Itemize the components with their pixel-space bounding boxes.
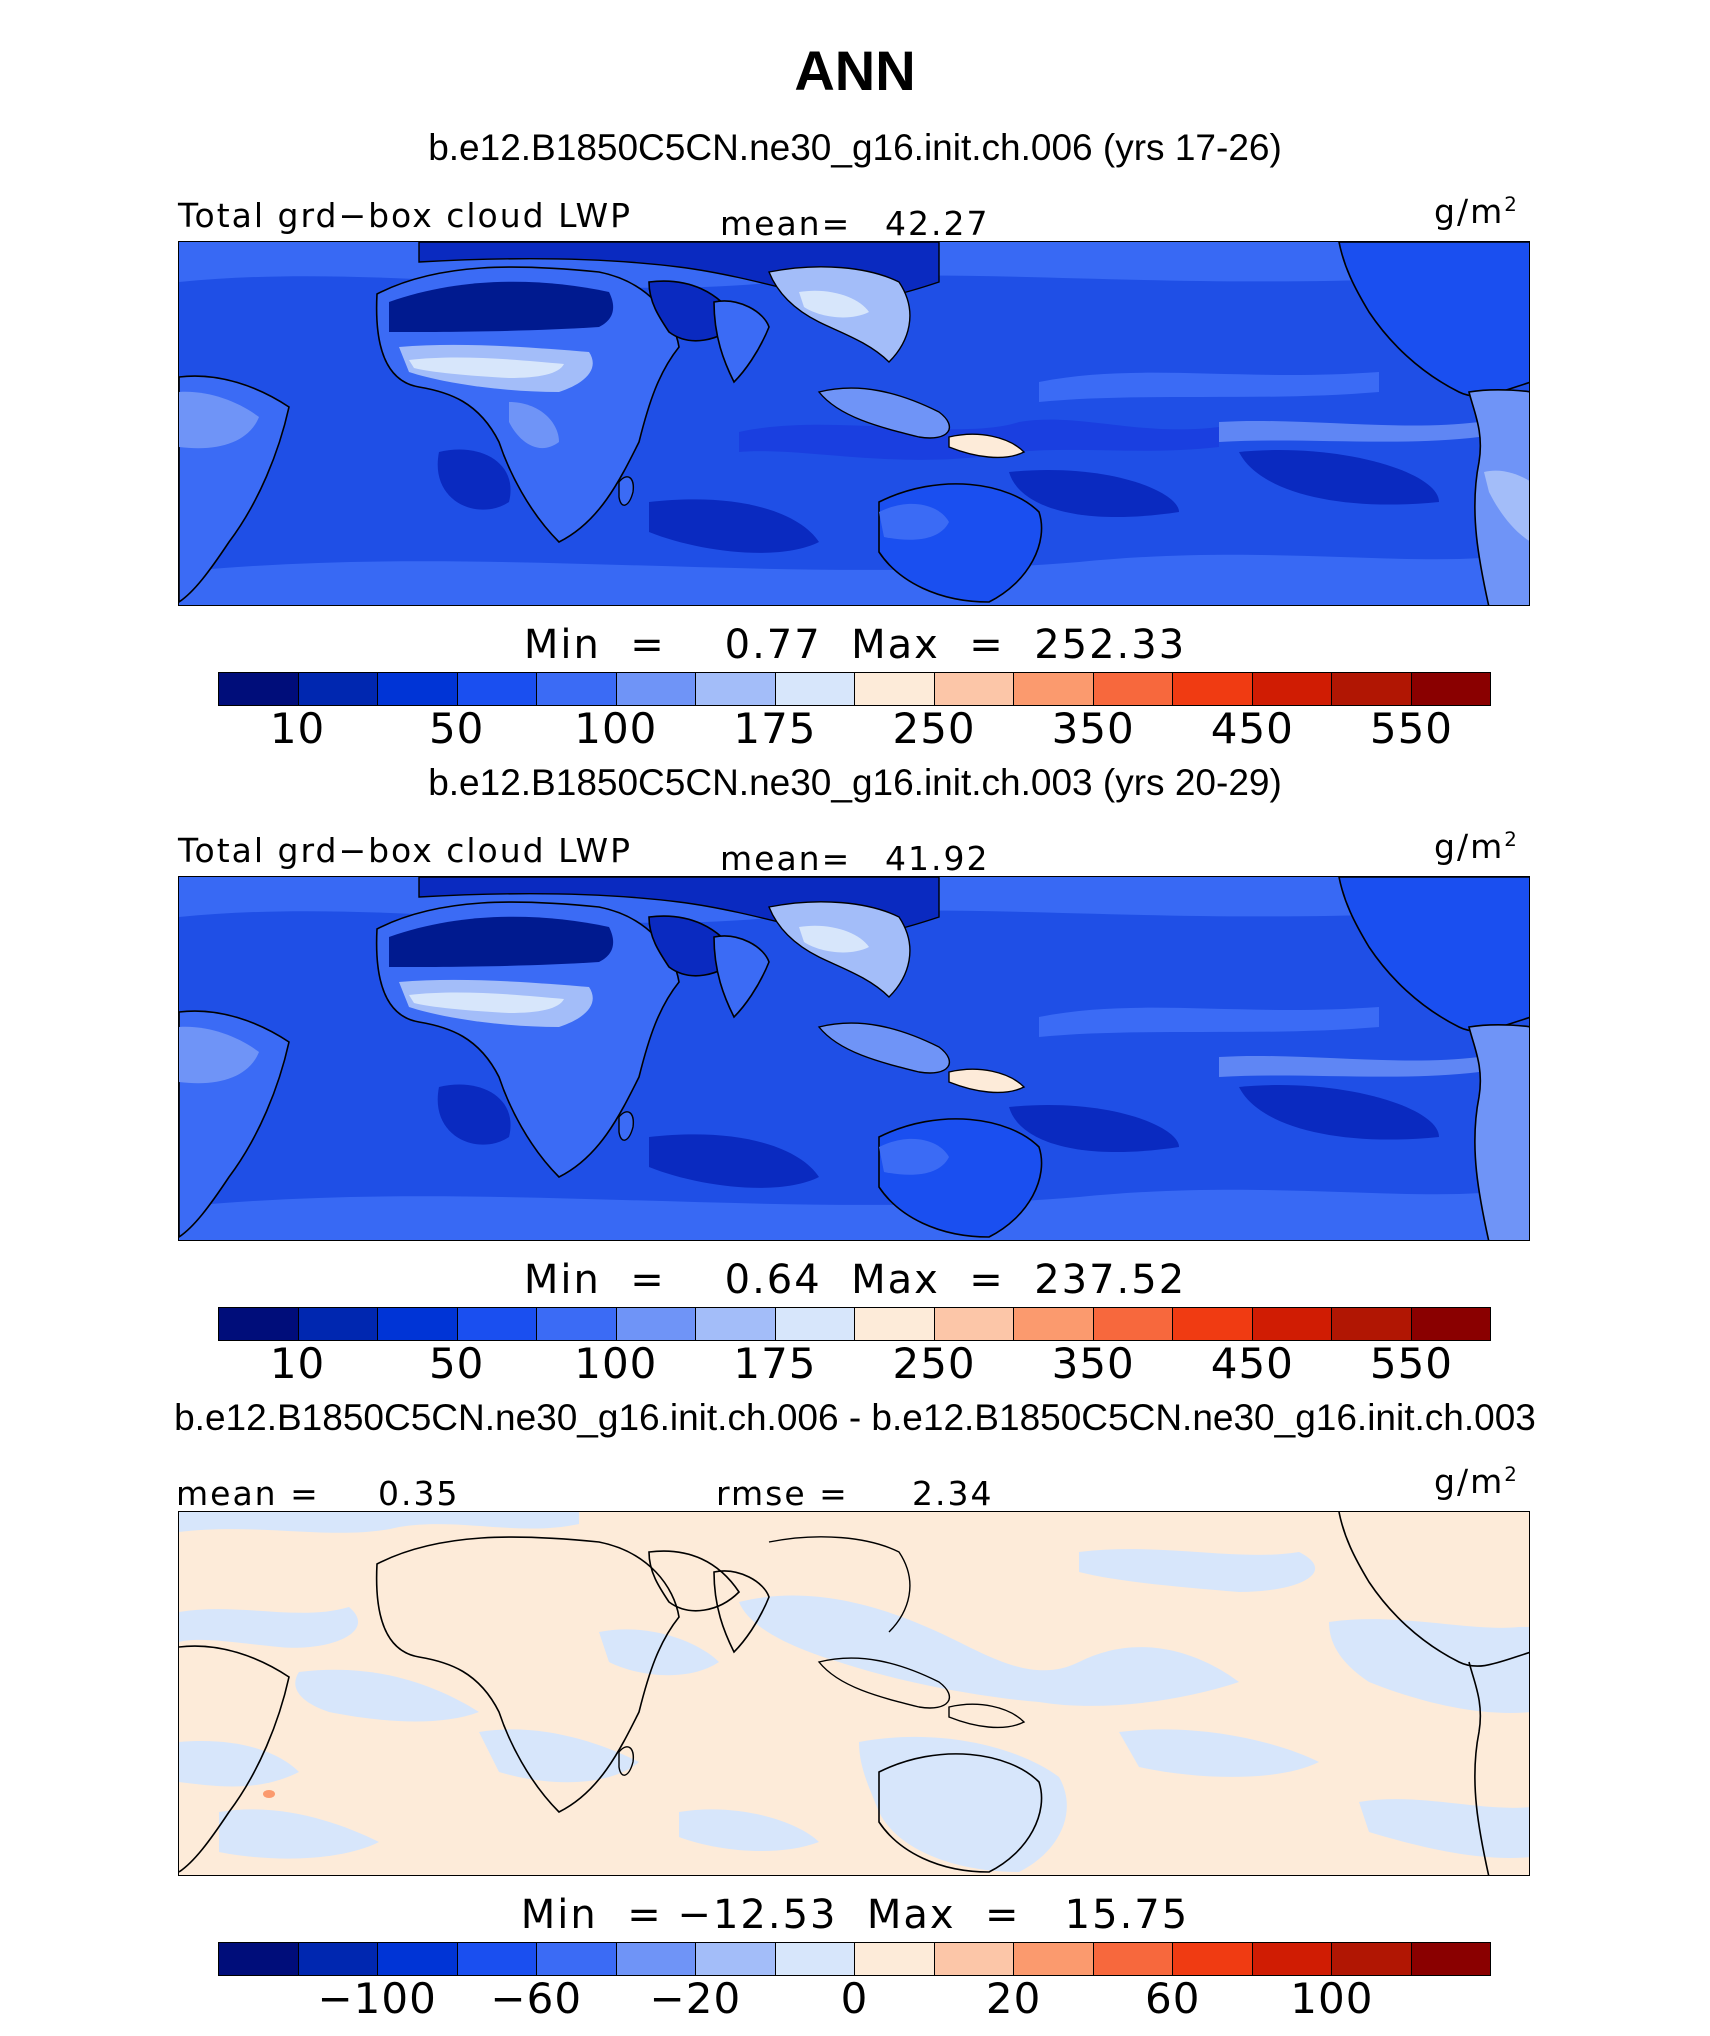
panel2-variable-label: Total grd−box cloud LWP <box>178 831 632 870</box>
panel1-case-title: b.e12.B1850C5CN.ne30_g16.init.ch.006 (yr… <box>428 127 1282 168</box>
colorbar-box <box>1173 673 1253 705</box>
colorbar-tick-label: 100 <box>1290 1974 1374 2023</box>
colorbar-box <box>616 1943 696 1975</box>
colorbar-tick-label: 100 <box>574 704 658 753</box>
colorbar-tick-label: 350 <box>1051 1339 1135 1388</box>
colorbar-tick-label: 50 <box>428 1339 485 1388</box>
colorbar-box <box>696 673 776 705</box>
colorbar-tick-label: 550 <box>1369 704 1454 753</box>
panel2-colorbar <box>218 1307 1491 1341</box>
colorbar-box <box>1173 1308 1253 1340</box>
panel3-minmax: Min = −12.53 Max = 15.75 <box>520 1892 1190 1938</box>
colorbar-box <box>1411 673 1490 705</box>
colorbar-box <box>457 673 537 705</box>
panel3-map <box>178 1511 1530 1876</box>
colorbar-box <box>1332 673 1412 705</box>
colorbar-box <box>934 1308 1014 1340</box>
colorbar-tick-label: 100 <box>574 1339 658 1388</box>
colorbar-box <box>1014 1308 1094 1340</box>
colorbar-box <box>1173 1943 1253 1975</box>
colorbar-box <box>378 673 458 705</box>
panel2-units: g/m2 <box>1434 827 1519 866</box>
colorbar-box <box>1252 1308 1332 1340</box>
colorbar-box <box>1252 1943 1332 1975</box>
panel3-case-title: b.e12.B1850C5CN.ne30_g16.init.ch.006 - b… <box>174 1397 1536 1438</box>
colorbar-box <box>457 1308 537 1340</box>
panel1-units: g/m2 <box>1434 192 1519 231</box>
colorbar-box <box>378 1308 458 1340</box>
colorbar-box <box>537 673 617 705</box>
colorbar-box <box>696 1308 776 1340</box>
colorbar-tick-label: 250 <box>892 1339 976 1388</box>
panel3-mean-label: mean = <box>176 1474 320 1513</box>
colorbar-box <box>934 1943 1014 1975</box>
panel2-mean-value: 41.92 <box>885 839 990 878</box>
panel2-mean-label: mean= <box>720 839 852 878</box>
colorbar-box <box>1332 1943 1412 1975</box>
colorbar-box <box>1411 1943 1490 1975</box>
figure-title: ANN <box>794 39 916 102</box>
colorbar-box <box>855 1308 935 1340</box>
colorbar-box <box>1411 1308 1490 1340</box>
colorbar-box <box>1093 673 1173 705</box>
colorbar-box <box>219 673 299 705</box>
panel3-mean-value: 0.35 <box>378 1474 460 1513</box>
colorbar-box <box>457 1943 537 1975</box>
colorbar-tick-label: 350 <box>1051 704 1135 753</box>
colorbar-tick-label: 175 <box>733 1339 817 1388</box>
colorbar-tick-label: −60 <box>490 1974 583 2023</box>
colorbar-box <box>298 673 378 705</box>
colorbar-box <box>1252 673 1332 705</box>
colorbar-tick-label: 20 <box>985 1974 1042 2023</box>
colorbar-box <box>378 1943 458 1975</box>
panel3-rmse-label: rmse = <box>716 1474 849 1513</box>
colorbar-box <box>934 673 1014 705</box>
colorbar-tick-label: 450 <box>1210 1339 1294 1388</box>
colorbar-box <box>775 673 855 705</box>
panel1-colorbar <box>218 672 1491 706</box>
colorbar-box <box>1093 1308 1173 1340</box>
colorbar-tick-label: 550 <box>1369 1339 1454 1388</box>
colorbar-box <box>1014 1943 1094 1975</box>
colorbar-box <box>775 1308 855 1340</box>
panel1-mean-value: 42.27 <box>885 204 990 243</box>
colorbar-box <box>1014 673 1094 705</box>
panel1-map <box>178 241 1530 606</box>
colorbar-tick-label: 175 <box>733 704 817 753</box>
colorbar-box <box>298 1943 378 1975</box>
panel2-minmax: Min = 0.64 Max = 237.52 <box>523 1257 1187 1303</box>
panel2-case-title: b.e12.B1850C5CN.ne30_g16.init.ch.003 (yr… <box>428 762 1282 803</box>
colorbar-box <box>855 1943 935 1975</box>
panel2-map <box>178 876 1530 1241</box>
panel1-minmax: Min = 0.77 Max = 252.33 <box>523 622 1187 668</box>
colorbar-tick-label: 60 <box>1145 1974 1201 2023</box>
colorbar-box <box>1332 1308 1412 1340</box>
colorbar-box <box>775 1943 855 1975</box>
colorbar-tick-label: 10 <box>269 704 326 753</box>
colorbar-box <box>298 1308 378 1340</box>
colorbar-tick-label: 450 <box>1210 704 1294 753</box>
colorbar-box <box>1093 1943 1173 1975</box>
colorbar-box <box>537 1308 617 1340</box>
panel3-rmse-value: 2.34 <box>912 1474 994 1513</box>
colorbar-tick-label: 50 <box>428 704 485 753</box>
colorbar-box <box>616 1308 696 1340</box>
colorbar-box <box>219 1308 299 1340</box>
colorbar-box <box>616 673 696 705</box>
colorbar-box <box>855 673 935 705</box>
colorbar-tick-label: −20 <box>649 1974 742 2023</box>
colorbar-box <box>219 1943 299 1975</box>
panel3-units: g/m2 <box>1434 1462 1519 1501</box>
panel1-variable-label: Total grd−box cloud LWP <box>178 196 632 235</box>
panel1-mean-label: mean= <box>720 204 852 243</box>
colorbar-box <box>537 1943 617 1975</box>
colorbar-tick-label: 0 <box>840 1974 869 2023</box>
colorbar-tick-label: 10 <box>269 1339 326 1388</box>
colorbar-box <box>696 1943 776 1975</box>
colorbar-tick-label: −100 <box>317 1974 437 2023</box>
panel3-colorbar <box>218 1942 1491 1976</box>
colorbar-tick-label: 250 <box>892 704 976 753</box>
